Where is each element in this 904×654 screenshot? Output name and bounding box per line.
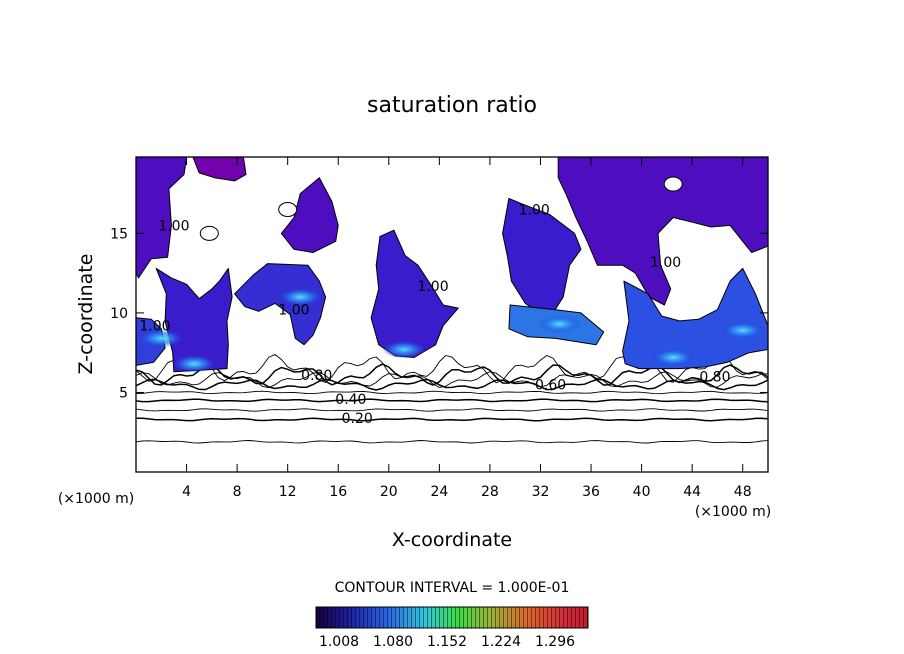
contour-line <box>136 408 768 412</box>
moist-core <box>278 288 323 306</box>
colorbar-tick-labels: 1.008 1.080 1.152 1.224 1.296 <box>319 634 575 650</box>
x-tick-label: 12 <box>279 484 297 500</box>
moist-core-layer <box>139 288 765 373</box>
contour-line <box>136 398 768 403</box>
contour-label: 0.80 <box>699 370 730 386</box>
contour-label: 1.00 <box>139 319 170 335</box>
contour-line <box>136 390 768 395</box>
region-tower-12 <box>234 263 327 346</box>
moist-core <box>537 315 582 334</box>
clear-hole-layer <box>199 176 683 241</box>
colorbar-frame <box>315 606 589 629</box>
contour-label: 0.20 <box>342 411 373 427</box>
contour-label: 1.00 <box>417 279 448 295</box>
clear-hole <box>663 176 683 192</box>
contour-line <box>136 440 768 444</box>
y-axis-title: Z-coordinate <box>75 254 97 375</box>
contour-label: 1.00 <box>650 255 681 271</box>
supersaturated-region-layer <box>136 157 768 373</box>
x-tick-label: 20 <box>380 484 398 500</box>
region-right-lower-cloud <box>622 267 768 370</box>
moist-core <box>381 340 426 359</box>
region-cloud-20 <box>370 229 459 358</box>
y-tick-label: 10 <box>110 306 128 322</box>
colorbar <box>315 606 589 629</box>
contour-label: 1.00 <box>278 303 309 319</box>
x-axis-title: X-coordinate <box>392 529 512 551</box>
colorbar-tick-label: 1.152 <box>427 634 467 650</box>
moist-core <box>720 321 765 340</box>
x-tick-label: 24 <box>430 484 448 500</box>
contour-label: 1.00 <box>519 203 550 219</box>
x-tick-label: 36 <box>582 484 600 500</box>
contour-label: 0.80 <box>301 368 332 384</box>
contour-label: 0.60 <box>535 378 566 394</box>
colorbar-tick-label: 1.080 <box>373 634 413 650</box>
x-tick-label: 40 <box>633 484 651 500</box>
moist-core <box>139 329 184 348</box>
chart-title: saturation ratio <box>367 93 537 118</box>
contour-label: 0.40 <box>335 392 366 408</box>
contour-line <box>136 353 768 384</box>
region-tower-30 <box>502 197 582 314</box>
region-upper-mid <box>280 177 339 253</box>
x-tick-label: 28 <box>481 484 499 500</box>
x-tick-label: 8 <box>233 484 242 500</box>
y-tick-label: 5 <box>119 385 128 401</box>
colorbar-bins <box>316 607 588 628</box>
contour-line <box>136 417 768 422</box>
colorbar-tick-label: 1.224 <box>481 634 521 650</box>
x-tick-label: 4 <box>182 484 191 500</box>
clear-hole <box>278 202 298 217</box>
moist-core <box>172 354 217 373</box>
moist-core <box>651 348 696 367</box>
region-left-top-patch <box>192 157 247 182</box>
contour-line <box>136 378 768 391</box>
x-tick-label: 44 <box>683 484 701 500</box>
contour-label: 1.00 <box>158 218 189 234</box>
y-axis-ticks: 5 10 15 <box>110 226 768 401</box>
region-left-tower <box>136 157 188 279</box>
x-axis-ticks: 4 8 12 16 20 24 28 32 36 40 44 48 <box>182 157 752 500</box>
x-tick-label: 16 <box>329 484 347 500</box>
y-unit-label: (×1000 m) <box>58 491 134 507</box>
contour-interval-label: CONTOUR INTERVAL = 1.000E-01 <box>335 580 570 596</box>
plot-frame <box>135 156 769 473</box>
clear-hole <box>199 225 219 241</box>
colorbar-tick-label: 1.008 <box>319 634 359 650</box>
x-tick-label: 48 <box>734 484 752 500</box>
x-unit-label: (×1000 m) <box>695 504 771 520</box>
contour-label-layer: 0.20 0.40 0.60 0.80 0.80 1.00 1.00 1.00 1.00 1.00… <box>139 203 730 427</box>
region-right-top-block <box>557 157 768 306</box>
colorbar-tick-label: 1.296 <box>535 634 575 650</box>
x-tick-label: 32 <box>532 484 550 500</box>
stratified-contour-layer <box>136 353 768 444</box>
y-tick-label: 15 <box>110 226 128 242</box>
